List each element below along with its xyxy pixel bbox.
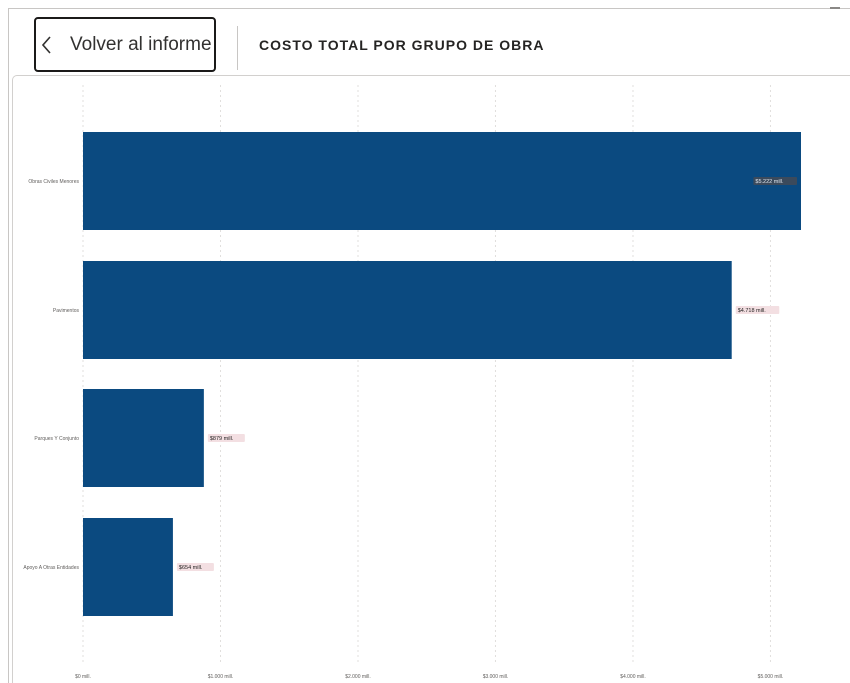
x-tick-label: $4.000 mill. (620, 674, 646, 680)
window-edge-mark (830, 7, 840, 9)
bar (83, 518, 173, 616)
x-tick-label: $5.000 mill. (758, 674, 784, 680)
back-to-report-button[interactable]: Volver al informe (34, 17, 216, 72)
bar (83, 132, 801, 230)
data-label: $879 mill. (210, 436, 234, 442)
data-label-background (207, 434, 245, 442)
chart-title: COSTO TOTAL POR GRUPO DE OBRA (259, 37, 545, 53)
data-label-background (735, 306, 780, 314)
chevron-left-icon (40, 33, 54, 57)
data-label-background (176, 563, 214, 571)
report-frame (8, 8, 850, 683)
header-divider (237, 26, 238, 70)
data-label: $654 mill. (179, 565, 203, 571)
back-button-label: Volver al informe (70, 33, 212, 55)
category-label: Apoyo A Otras Entidades (23, 565, 79, 571)
data-label-background (753, 177, 797, 185)
x-tick-label: $3.000 mill. (483, 674, 509, 680)
data-label: $4.718 mill. (738, 308, 767, 314)
data-label: $5.222 mill. (755, 179, 784, 185)
x-tick-label: $0 mill. (75, 674, 91, 680)
bar (83, 389, 204, 487)
visual-container (12, 75, 850, 683)
category-label: Parques Y Conjunto (34, 436, 79, 442)
category-label: Pavimentos (53, 308, 80, 314)
x-tick-label: $2.000 mill. (345, 674, 371, 680)
bar (83, 261, 732, 359)
x-tick-label: $1.000 mill. (208, 674, 234, 680)
category-label: Obras Civiles Menores (28, 179, 79, 185)
